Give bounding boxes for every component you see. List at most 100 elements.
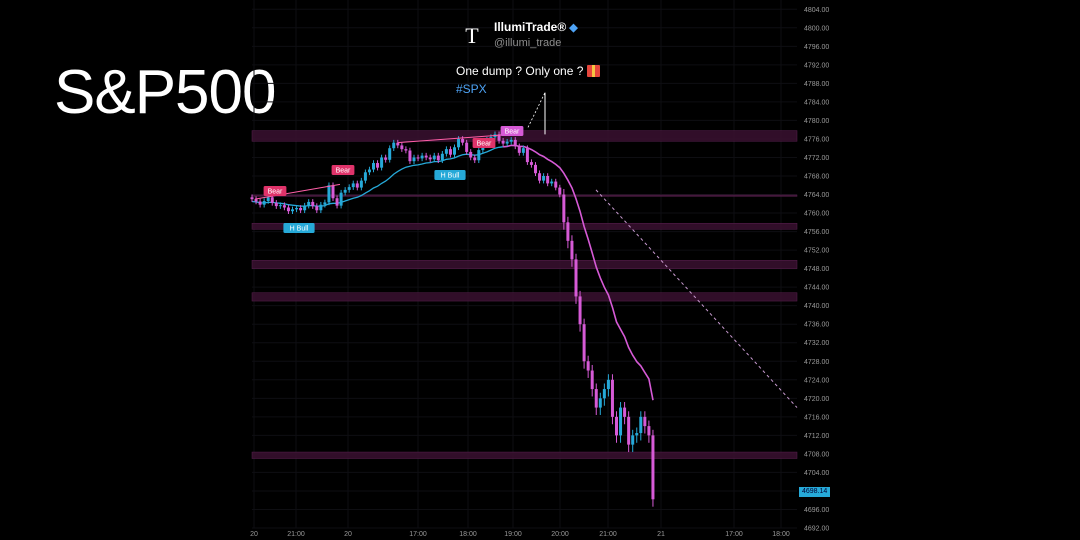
y-tick-label: 4732.00 (804, 340, 829, 347)
candle (404, 149, 408, 151)
y-tick-label: 4692.00 (804, 526, 829, 533)
candle (299, 207, 303, 211)
candle (562, 194, 566, 223)
candle (380, 157, 384, 168)
candle (327, 185, 331, 203)
y-tick-label: 4788.00 (804, 81, 829, 88)
tweet-author-name[interactable]: IllumiTrade® ◆ (494, 20, 578, 34)
candle (465, 142, 469, 152)
candle (619, 407, 623, 436)
candle (303, 205, 307, 211)
y-tick-label: 4748.00 (804, 266, 829, 273)
candle (416, 157, 420, 159)
candle (570, 240, 574, 260)
last-price-tag: 4698.14 (799, 487, 831, 497)
y-tick-label: 4724.00 (804, 377, 829, 384)
candle (542, 176, 546, 181)
symbol-title: S&P500 (54, 58, 277, 127)
candle (262, 201, 266, 205)
candle (295, 207, 299, 210)
candle (323, 202, 327, 205)
x-tick-label: 17:00 (725, 531, 743, 538)
candle (602, 389, 606, 399)
y-tick-label: 4728.00 (804, 359, 829, 366)
signal-label-text: Bear (505, 129, 520, 136)
avatar[interactable]: T (465, 23, 479, 48)
support-resistance-zone (251, 292, 798, 302)
candle (339, 192, 343, 206)
candle (469, 151, 473, 158)
candle (473, 157, 477, 161)
candle (400, 145, 404, 150)
y-tick-label: 4720.00 (804, 396, 829, 403)
candle (392, 142, 396, 149)
candle (574, 259, 578, 297)
candle (521, 148, 525, 153)
candle (631, 435, 635, 445)
y-tick-label: 4716.00 (804, 414, 829, 421)
tweet-hashtag[interactable]: #SPX (456, 82, 487, 96)
candle (546, 176, 550, 184)
candle (363, 172, 367, 181)
candle (534, 164, 537, 174)
trend-line (595, 189, 798, 408)
y-tick-label: 4784.00 (804, 99, 829, 106)
y-tick-label: 4768.00 (804, 174, 829, 181)
candle (436, 155, 440, 161)
y-tick-label: 4804.00 (804, 7, 829, 14)
signal-label-text: Bear (477, 141, 492, 148)
trend-line (397, 133, 513, 144)
candle (517, 146, 521, 153)
candle (538, 173, 542, 181)
candle (590, 370, 594, 390)
y-tick-label: 4772.00 (804, 155, 829, 162)
candle (396, 142, 400, 146)
candle (497, 134, 501, 141)
candle (606, 379, 610, 390)
tweet-author-handle[interactable]: @illumi_trade (494, 37, 562, 49)
candle (428, 157, 432, 160)
candle (254, 199, 258, 202)
x-tick-label: 21:00 (599, 531, 617, 538)
x-tick-label: 21:00 (287, 531, 305, 538)
candle (586, 361, 590, 371)
y-tick-label: 4792.00 (804, 62, 829, 69)
candle (647, 426, 651, 436)
signal-label-text: H Bull (441, 173, 460, 180)
signal-label (434, 170, 466, 180)
candle (444, 149, 448, 154)
signal-label-text: Bear (268, 189, 283, 196)
candle (513, 139, 517, 147)
signal-label (331, 165, 355, 175)
candle (315, 206, 319, 211)
ema-line (503, 144, 654, 401)
y-tick-label: 4696.00 (804, 507, 829, 514)
candle (477, 150, 481, 161)
x-tick-label: 21 (657, 531, 665, 538)
author-name-text: IllumiTrade® (494, 20, 567, 34)
candle (282, 205, 286, 208)
candle (627, 416, 631, 445)
tweet-text: One dump ? Only one ? (456, 64, 601, 78)
signal-label (263, 186, 287, 196)
candle (286, 207, 290, 212)
candle (448, 149, 452, 155)
signal-label (472, 138, 496, 148)
signal-label (500, 126, 524, 136)
candle (615, 416, 618, 436)
candle (529, 162, 533, 165)
candle (610, 379, 614, 417)
x-tick-label: 20 (250, 531, 258, 538)
support-resistance-zone (251, 260, 798, 269)
trend-line (527, 92, 546, 128)
candle (509, 139, 513, 142)
y-tick-label: 4708.00 (804, 451, 829, 458)
candle (420, 155, 424, 159)
x-tick-label: 19:00 (504, 531, 522, 538)
x-tick-label: 18:00 (772, 531, 790, 538)
candle (319, 204, 323, 211)
x-tick-label: 20 (344, 531, 352, 538)
x-tick-label: 18:00 (459, 531, 477, 538)
candle (639, 416, 643, 434)
